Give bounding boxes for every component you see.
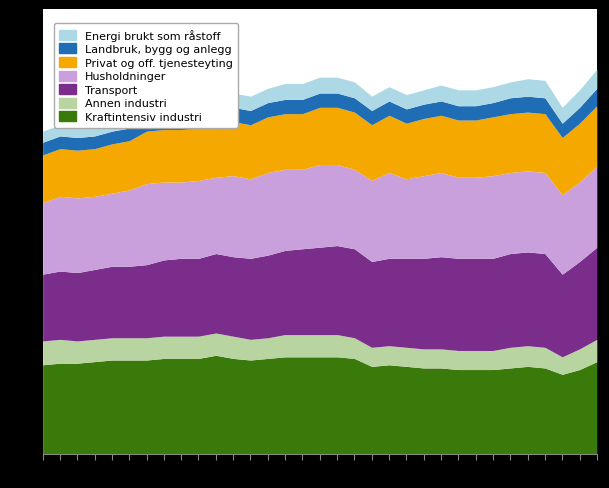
Legend: Energi brukt som råstoff, Landbruk, bygg og anlegg, Privat og off. tjenesteyting: Energi brukt som råstoff, Landbruk, bygg… bbox=[54, 24, 238, 128]
